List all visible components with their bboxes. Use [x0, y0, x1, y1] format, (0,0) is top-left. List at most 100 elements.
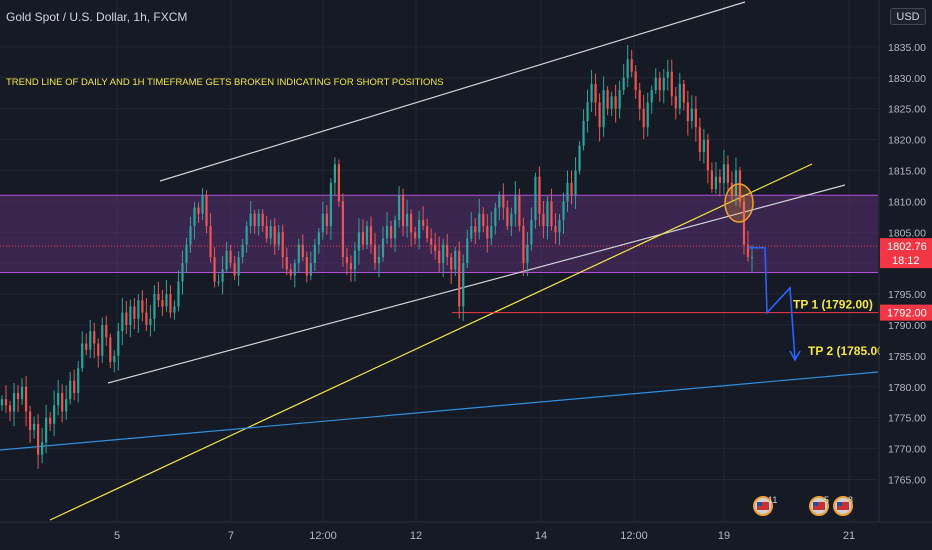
candle-body	[229, 250, 232, 264]
candle-body	[554, 226, 557, 233]
event-flag-icon-canton	[813, 502, 818, 506]
candle-body	[742, 201, 746, 245]
candle-body	[582, 121, 585, 146]
price-axis-tick: 1765.00	[888, 474, 926, 486]
candle-body	[273, 226, 276, 245]
candle-body	[69, 380, 72, 400]
candle-body	[169, 294, 172, 313]
candle-body	[377, 257, 381, 264]
currency-button[interactable]: USD	[890, 8, 926, 25]
candle-body	[305, 257, 308, 276]
candle-body	[706, 139, 709, 171]
candle-body	[357, 232, 361, 251]
candle-body	[65, 399, 68, 412]
candle-body	[309, 263, 312, 276]
candle-body	[578, 145, 581, 171]
candle-body	[49, 417, 52, 424]
candle-body	[462, 263, 465, 307]
candle-body	[454, 250, 457, 270]
candle-body	[405, 213, 409, 227]
projection-arrowhead	[789, 350, 801, 362]
candle-body	[562, 201, 565, 220]
price-axis-tick: 1770.00	[888, 444, 926, 456]
candle-body	[221, 269, 224, 282]
candle-body	[97, 343, 100, 356]
candle-body	[718, 176, 722, 183]
candle-body	[269, 226, 272, 239]
time-axis-tick: 12:00	[620, 530, 648, 542]
candle-body	[113, 355, 116, 363]
candle-body	[205, 195, 208, 227]
current-price-value: 1802.76	[887, 241, 927, 253]
candle-body	[430, 238, 433, 245]
candle-body	[181, 263, 184, 282]
symbol-title[interactable]: Gold Spot / U.S. Dollar, 1h, FXCM	[6, 10, 188, 24]
candle-body	[257, 213, 260, 227]
price-axis-tick: 1795.00	[888, 289, 926, 301]
candle-body	[333, 164, 336, 183]
price-axis-tick: 1820.00	[888, 135, 926, 147]
candle-body	[662, 77, 665, 91]
candle-body	[550, 201, 553, 227]
channel-lower-line	[107, 184, 846, 384]
candle-body	[369, 226, 373, 245]
candle-body	[73, 380, 76, 393]
event-flag-icon-stripe	[757, 502, 769, 510]
candle-body	[414, 232, 417, 239]
candle-body	[422, 219, 425, 227]
candle-body	[694, 108, 697, 128]
candle-body	[349, 263, 353, 270]
time-axis-tick: 19	[718, 530, 730, 542]
candle-body	[245, 226, 248, 245]
candle-body	[446, 244, 449, 257]
price-axis-tick: 1775.00	[888, 413, 926, 425]
candle-body	[16, 392, 20, 400]
time-axis-tick: 14	[535, 530, 547, 542]
candle-body	[241, 244, 244, 257]
trend-line-blue	[0, 371, 879, 451]
candle-body	[586, 102, 589, 122]
candle-body	[125, 312, 128, 325]
candle-body	[590, 83, 593, 103]
current-price-box	[880, 238, 932, 269]
candle-body	[265, 226, 268, 239]
candle-body	[726, 164, 730, 183]
candle-body	[53, 405, 56, 424]
candle-body	[325, 213, 328, 227]
candle-body	[313, 244, 316, 264]
candle-body	[93, 331, 96, 344]
candle-body	[36, 423, 40, 455]
candle-body	[534, 176, 537, 220]
candle-body	[32, 423, 36, 431]
candle-body	[474, 226, 477, 233]
time-axis-tick: 5	[114, 530, 120, 542]
time-axis-tick: 12	[410, 530, 422, 542]
candle-body	[385, 226, 389, 239]
price-axis-tick: 1780.00	[888, 382, 926, 394]
candle-body	[117, 331, 120, 356]
candle-body	[634, 71, 637, 91]
candle-body	[750, 257, 754, 258]
event-flag-icon-canton	[837, 502, 842, 506]
candle-body	[237, 257, 240, 276]
candle-body	[285, 257, 288, 270]
candle-body	[193, 207, 196, 227]
price-axis-tick: 1805.00	[888, 227, 926, 239]
candle-body	[574, 170, 577, 196]
candle-body	[722, 164, 726, 183]
candle-body	[714, 176, 718, 190]
candle-body	[201, 195, 204, 214]
candle-body	[514, 195, 517, 214]
candle-body	[401, 195, 405, 227]
candle-body	[506, 207, 509, 227]
candle-body	[570, 182, 573, 196]
candle-body	[149, 318, 152, 325]
candle-body	[458, 250, 461, 307]
candle-body	[602, 90, 605, 128]
candle-body	[209, 226, 212, 257]
candle-body	[289, 269, 292, 276]
candle-body	[157, 294, 160, 301]
candle-body	[686, 102, 689, 122]
candle-body	[434, 244, 437, 251]
